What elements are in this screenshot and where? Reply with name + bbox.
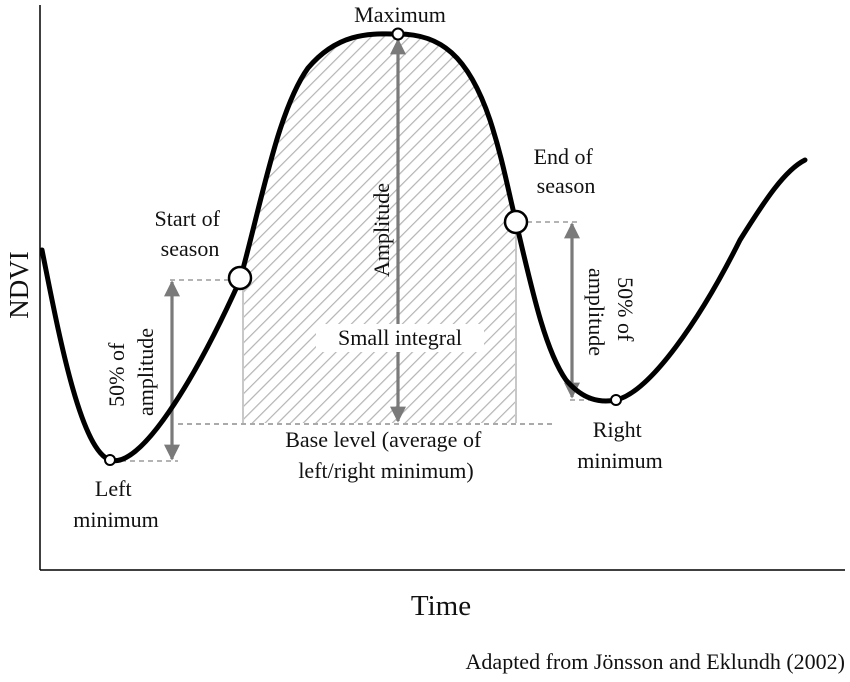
left-minimum-point	[104, 454, 116, 466]
x-axis-label: Time	[411, 590, 471, 622]
y-axis-label: NDVI	[4, 251, 34, 319]
amplitude-label: Amplitude	[369, 183, 394, 277]
maximum-point	[391, 27, 405, 41]
start-of-season-point	[227, 265, 253, 291]
small-integral-label: Small integral	[338, 325, 462, 350]
right-minimum-point	[610, 394, 622, 406]
credit-label: Adapted from Jönsson and Eklundh (2002)	[466, 649, 845, 674]
right-half-amplitude-label: 50% of amplitude	[584, 268, 638, 356]
maximum-label: Maximum	[354, 2, 446, 27]
ndvi-curve	[39, 31, 808, 464]
left-minimum-label: Left minimum	[73, 476, 159, 532]
base-level-label: Base level (average of left/right minimu…	[285, 427, 487, 483]
small-integral-label-bg	[316, 324, 484, 352]
left-half-amplitude-label: 50% of amplitude	[104, 328, 158, 416]
end-of-season-label: End of season	[534, 144, 599, 198]
start-of-season-label: Start of season	[155, 206, 226, 261]
end-of-season-point	[503, 209, 529, 235]
right-minimum-label: Right minimum	[577, 417, 663, 473]
